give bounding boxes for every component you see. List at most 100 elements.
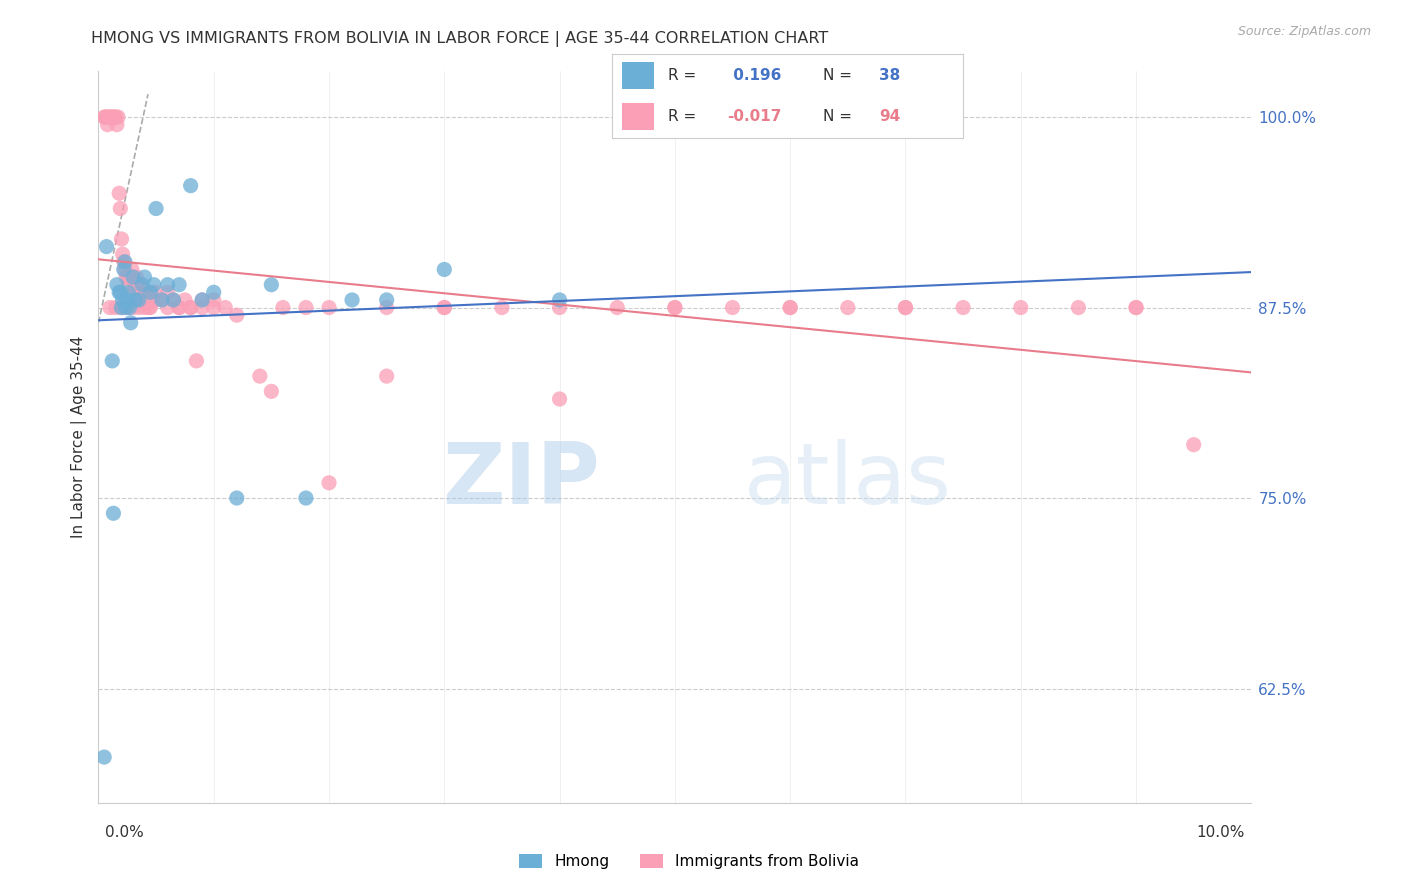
Point: [139, 285, 162, 300]
Point: [225, 491, 247, 505]
Point: [117, 293, 139, 307]
Point: [156, 301, 179, 315]
Point: [129, 277, 152, 292]
Point: [664, 301, 686, 315]
Point: [122, 270, 145, 285]
Point: [375, 301, 398, 315]
Point: [167, 301, 190, 315]
Bar: [621, 103, 654, 130]
Point: [837, 301, 859, 315]
Point: [97, 118, 120, 132]
Point: [779, 301, 801, 315]
Point: [548, 392, 571, 406]
Point: [98, 301, 121, 315]
Point: [111, 293, 134, 307]
Point: [135, 293, 157, 307]
Point: [101, 110, 124, 124]
Point: [93, 110, 115, 124]
Point: [548, 301, 571, 315]
Point: [93, 750, 115, 764]
Point: [125, 270, 148, 285]
Point: [134, 285, 156, 300]
Point: [162, 293, 184, 307]
Point: [340, 293, 363, 307]
Point: [202, 301, 225, 315]
Point: [271, 301, 294, 315]
Point: [156, 277, 179, 292]
Point: [894, 301, 917, 315]
Point: [120, 316, 142, 330]
Point: [122, 285, 145, 300]
Point: [156, 285, 179, 300]
Point: [180, 178, 202, 193]
Point: [375, 369, 398, 384]
Point: [120, 270, 142, 285]
Point: [318, 475, 340, 490]
Point: [101, 354, 124, 368]
Point: [180, 301, 202, 315]
Text: R =: R =: [668, 68, 696, 83]
Point: [491, 301, 513, 315]
Point: [150, 293, 173, 307]
Text: ZIP: ZIP: [443, 440, 600, 523]
Text: R =: R =: [668, 109, 696, 124]
Point: [1010, 301, 1032, 315]
Point: [103, 110, 125, 124]
Point: [112, 262, 135, 277]
Point: [138, 301, 160, 315]
Point: [141, 285, 163, 300]
Text: HMONG VS IMMIGRANTS FROM BOLIVIA IN LABOR FORCE | AGE 35-44 CORRELATION CHART: HMONG VS IMMIGRANTS FROM BOLIVIA IN LABO…: [91, 31, 828, 47]
Text: 0.0%: 0.0%: [105, 825, 145, 840]
Point: [952, 301, 974, 315]
Point: [108, 285, 131, 300]
Point: [186, 354, 208, 368]
Point: [721, 301, 744, 315]
Point: [131, 293, 153, 307]
Point: [180, 301, 202, 315]
Point: [318, 301, 340, 315]
Point: [118, 301, 141, 315]
Point: [433, 301, 456, 315]
Point: [375, 293, 398, 307]
Point: [108, 186, 131, 201]
Point: [110, 202, 132, 216]
Bar: [621, 62, 654, 89]
Point: [139, 301, 162, 315]
Point: [131, 277, 153, 292]
Point: [1125, 301, 1147, 315]
Point: [110, 301, 132, 315]
Point: [128, 293, 150, 307]
Point: [100, 110, 122, 124]
Point: [112, 255, 135, 269]
Point: [295, 491, 318, 505]
Point: [433, 301, 456, 315]
Point: [121, 262, 143, 277]
Text: N =: N =: [823, 68, 852, 83]
Point: [167, 301, 190, 315]
Point: [142, 277, 165, 292]
Point: [202, 285, 225, 300]
Point: [225, 308, 247, 322]
Text: 38: 38: [879, 68, 900, 83]
Point: [105, 277, 128, 292]
Point: [142, 293, 165, 307]
Point: [114, 255, 136, 269]
Point: [105, 118, 128, 132]
Point: [114, 262, 136, 277]
Point: [96, 239, 118, 253]
Point: [103, 110, 125, 124]
Text: -0.017: -0.017: [728, 109, 782, 124]
Point: [103, 506, 125, 520]
Point: [128, 301, 150, 315]
Point: [115, 301, 138, 315]
Point: [127, 277, 149, 292]
Point: [214, 301, 236, 315]
Point: [167, 277, 190, 292]
Point: [134, 301, 156, 315]
Point: [124, 277, 146, 292]
Point: [117, 301, 139, 315]
Point: [548, 293, 571, 307]
Text: 10.0%: 10.0%: [1197, 825, 1244, 840]
Point: [128, 293, 150, 307]
Point: [124, 293, 146, 307]
